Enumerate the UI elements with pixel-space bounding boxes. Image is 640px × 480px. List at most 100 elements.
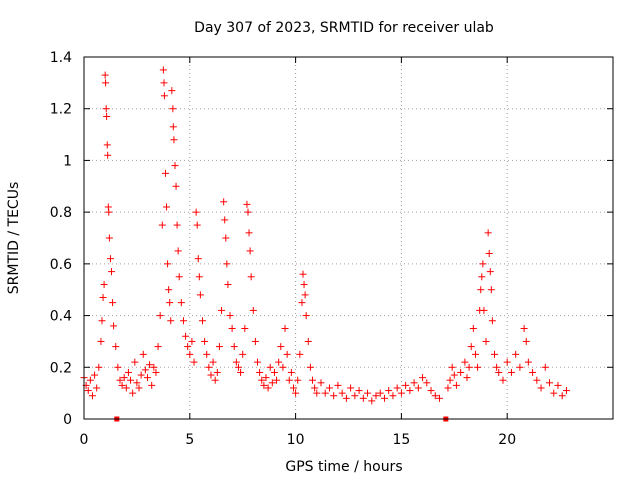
data-point bbox=[380, 394, 388, 402]
plot-frame bbox=[83, 56, 614, 420]
data-point bbox=[435, 394, 443, 402]
data-point bbox=[304, 337, 312, 345]
data-point bbox=[402, 381, 410, 389]
data-point bbox=[452, 381, 460, 389]
data-point bbox=[537, 384, 545, 392]
data-point bbox=[463, 374, 471, 382]
data-point bbox=[300, 281, 308, 289]
data-point bbox=[101, 71, 109, 79]
data-point bbox=[397, 389, 405, 397]
data-point bbox=[292, 389, 300, 397]
grid-lines bbox=[84, 57, 613, 419]
x-tick-label: 15 bbox=[392, 432, 410, 448]
data-point bbox=[224, 281, 232, 289]
data-point bbox=[294, 376, 302, 384]
data-point bbox=[137, 371, 145, 379]
data-point bbox=[165, 286, 173, 294]
data-point bbox=[317, 379, 325, 387]
data-point bbox=[461, 358, 469, 366]
data-point bbox=[431, 392, 439, 400]
data-point bbox=[93, 384, 101, 392]
y-tick-label: 0.4 bbox=[50, 309, 72, 325]
data-point bbox=[347, 384, 355, 392]
data-point bbox=[334, 381, 342, 389]
data-point bbox=[109, 299, 117, 307]
data-point bbox=[209, 358, 217, 366]
data-point bbox=[467, 343, 475, 351]
data-point bbox=[169, 123, 177, 131]
data-point bbox=[368, 397, 376, 405]
data-point bbox=[554, 381, 562, 389]
x-tick-label: 5 bbox=[185, 432, 194, 448]
data-point bbox=[203, 350, 211, 358]
y-tick-label: 0.2 bbox=[50, 360, 72, 376]
data-point bbox=[260, 381, 268, 389]
data-point bbox=[254, 358, 262, 366]
data-point bbox=[298, 299, 306, 307]
chart-title: Day 307 of 2023, SRMTID for receiver ula… bbox=[194, 20, 494, 36]
data-point bbox=[164, 260, 172, 268]
data-point bbox=[143, 374, 151, 382]
x-tick-label: 0 bbox=[80, 432, 89, 448]
data-point bbox=[215, 343, 223, 351]
data-point bbox=[174, 247, 182, 255]
data-point bbox=[103, 141, 111, 149]
data-point bbox=[487, 286, 495, 294]
tick-labels: 0 0.2 0.4 0.6 0.8 1 1.2 1.4 0 5 10 15 20 bbox=[50, 50, 516, 448]
data-point bbox=[232, 358, 240, 366]
data-point bbox=[427, 387, 435, 395]
data-point bbox=[474, 363, 482, 371]
data-point bbox=[469, 325, 477, 332]
data-point bbox=[306, 363, 314, 371]
data-point bbox=[131, 358, 139, 366]
data-point bbox=[457, 368, 465, 376]
data-point bbox=[100, 281, 108, 289]
data-point bbox=[321, 389, 329, 397]
data-point bbox=[246, 247, 254, 255]
data-point bbox=[169, 105, 177, 113]
data-point bbox=[221, 216, 229, 224]
data-point bbox=[172, 182, 180, 190]
data-point bbox=[477, 286, 485, 294]
data-point bbox=[330, 392, 338, 400]
data-point bbox=[520, 325, 528, 332]
data-point bbox=[88, 392, 96, 400]
data-point bbox=[207, 371, 215, 379]
data-point bbox=[558, 392, 566, 400]
data-point bbox=[135, 384, 143, 392]
data-point bbox=[91, 371, 99, 379]
data-point bbox=[299, 270, 307, 278]
data-point bbox=[351, 392, 359, 400]
data-point bbox=[98, 317, 106, 325]
y-tick-label: 0 bbox=[63, 412, 72, 428]
data-point bbox=[478, 273, 486, 281]
data-point bbox=[406, 387, 414, 395]
data-point bbox=[104, 151, 112, 159]
data-point bbox=[503, 358, 511, 366]
data-point bbox=[313, 389, 321, 397]
data-point bbox=[275, 358, 283, 366]
data-point bbox=[410, 379, 418, 387]
data-point bbox=[270, 368, 278, 376]
data-point bbox=[296, 350, 304, 358]
data-point bbox=[205, 363, 213, 371]
data-point bbox=[160, 92, 168, 100]
data-point bbox=[186, 350, 194, 358]
data-point bbox=[484, 229, 492, 237]
data-point bbox=[289, 384, 297, 392]
data-point bbox=[161, 169, 169, 177]
data-point bbox=[175, 273, 183, 281]
data-point bbox=[256, 368, 264, 376]
data-point bbox=[479, 260, 487, 268]
data-point bbox=[171, 162, 179, 170]
data-points bbox=[80, 66, 570, 422]
data-point bbox=[485, 250, 493, 258]
data-point bbox=[482, 337, 490, 345]
data-point bbox=[190, 358, 198, 366]
data-point bbox=[179, 317, 187, 325]
data-point bbox=[268, 379, 276, 387]
data-point bbox=[230, 343, 238, 351]
data-point bbox=[446, 376, 454, 384]
data-point bbox=[168, 87, 176, 95]
data-point bbox=[471, 350, 479, 358]
